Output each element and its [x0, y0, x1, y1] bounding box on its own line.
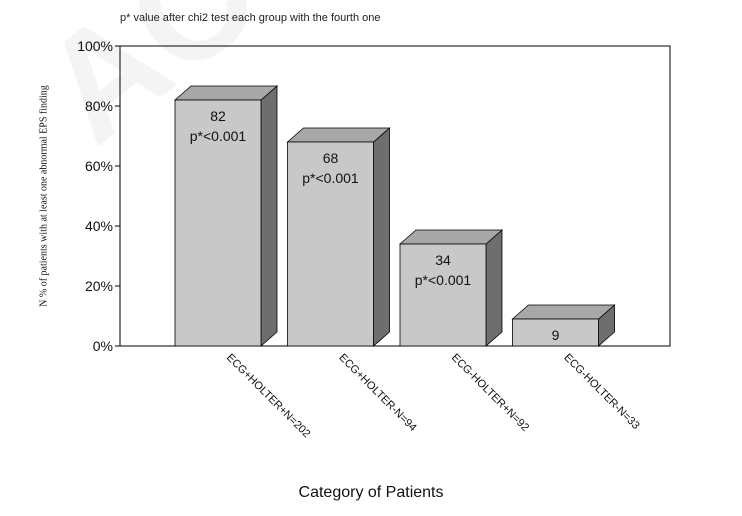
- x-tick-label: ECG+HOLTER-N=94: [336, 352, 418, 434]
- y-tick-label: 60%: [85, 158, 113, 174]
- y-tick-label: 100%: [77, 38, 113, 54]
- y-tick-label: 0%: [93, 338, 113, 354]
- bar-top: [286, 127, 391, 143]
- bar-side: [485, 229, 503, 347]
- bar: [399, 243, 487, 347]
- bar-top: [173, 85, 279, 101]
- plot-frame: [119, 45, 671, 347]
- x-axis-label: Category of Patients: [298, 484, 444, 501]
- x-tick-label: ECG-HOLTER-N=33: [561, 352, 641, 432]
- bar-value-label: 9: [552, 327, 560, 343]
- x-tick-label: ECG-HOLTER+N=92: [449, 352, 531, 434]
- bar-pvalue-label: p*<0.001: [415, 272, 472, 288]
- bar-value-label: 68: [323, 150, 339, 166]
- y-tick-label: 20%: [85, 278, 113, 294]
- bar-side: [260, 85, 278, 347]
- bar: [512, 318, 599, 347]
- bar-value-label: 34: [435, 252, 451, 268]
- bar-top: [511, 304, 616, 320]
- bar-pvalue-label: p*<0.001: [302, 170, 359, 186]
- bar-top: [398, 229, 504, 245]
- bar: [174, 99, 262, 347]
- bar-value-label: 82: [210, 108, 226, 124]
- y-tick-label: 40%: [85, 218, 113, 234]
- chart-subtitle: p* value after chi2 test each group with…: [120, 12, 381, 24]
- y-tick-label: 80%: [85, 98, 113, 114]
- x-tick-label: ECG+HOLTER+N=202: [224, 352, 313, 441]
- bar: [287, 141, 374, 347]
- bar-side: [373, 127, 390, 347]
- y-axis-label: N % of patients with at least one abnorm…: [38, 85, 50, 307]
- bar-pvalue-label: p*<0.001: [190, 128, 247, 144]
